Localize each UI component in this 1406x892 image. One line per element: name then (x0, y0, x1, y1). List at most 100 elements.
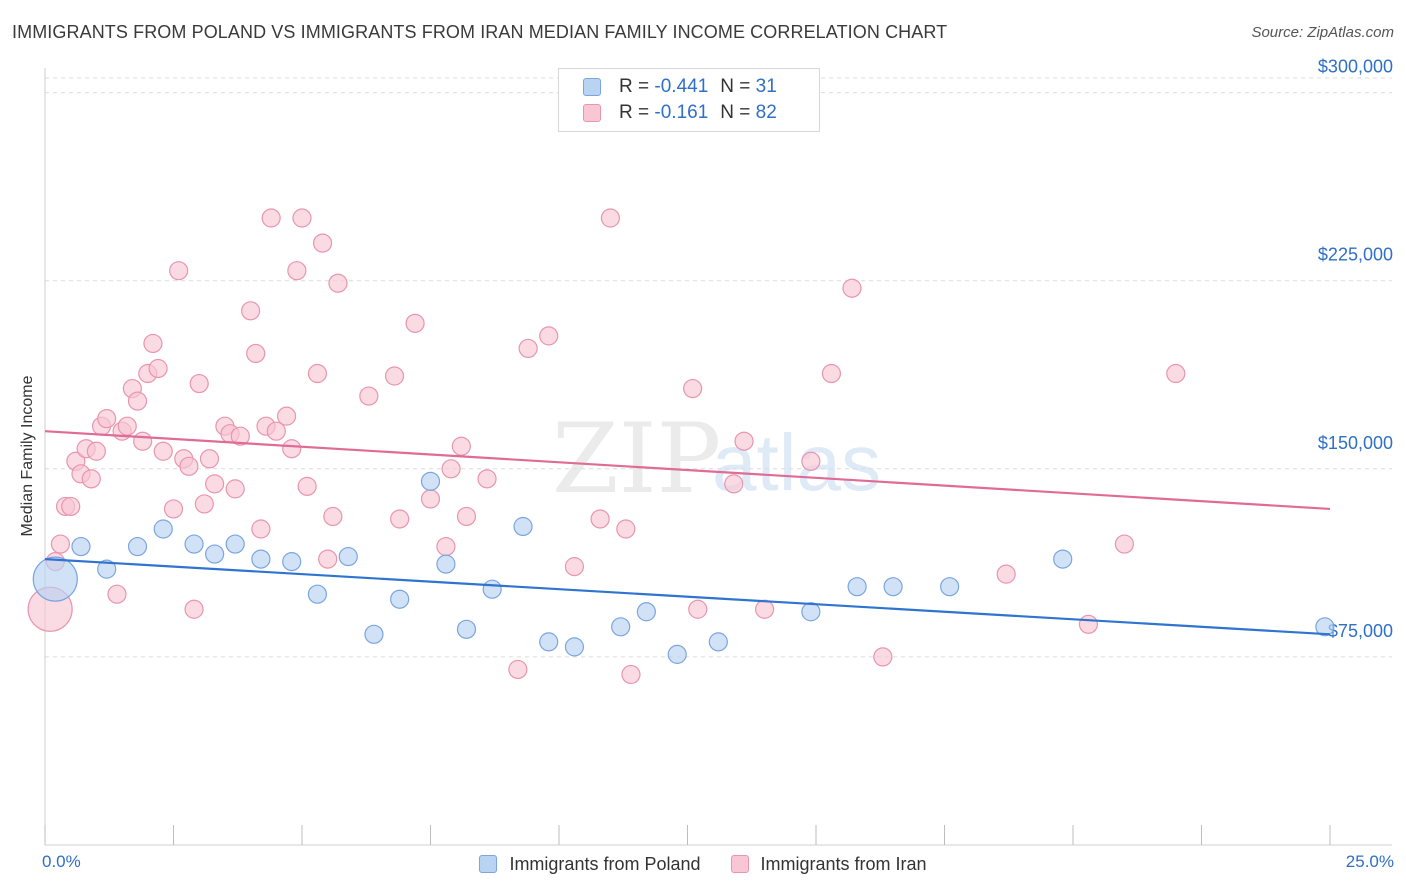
iran-point (205, 474, 225, 494)
iran-point (359, 386, 379, 406)
poland-point (205, 544, 225, 564)
iran-point (189, 373, 209, 394)
iran-point (621, 664, 641, 685)
iran-point (61, 496, 81, 517)
watermark-atlas: atlas (712, 418, 881, 507)
iran-point (1166, 363, 1186, 384)
legend-item-poland[interactable]: Immigrants from Poland (479, 853, 701, 875)
iran-point (282, 439, 302, 459)
poland-point (32, 556, 78, 602)
iran-point (241, 301, 261, 321)
iran-point (153, 441, 173, 461)
poland-point (482, 579, 502, 599)
poland-point (184, 534, 204, 554)
legend-label-iran: Immigrants from Iran (760, 853, 927, 874)
r-label: R = (619, 76, 650, 97)
iran-point (390, 509, 410, 529)
iran-point (312, 233, 333, 253)
y-tick-label: $225,000 (1318, 245, 1393, 265)
legend-item-iran[interactable]: Immigrants from Iran (730, 853, 927, 875)
poland-point (1053, 549, 1073, 569)
iran-point (261, 208, 281, 228)
poland-point (801, 602, 821, 622)
iran-point (127, 391, 148, 411)
iran-point (297, 476, 317, 496)
iran-point (199, 449, 220, 469)
iran-point (456, 506, 477, 527)
iran-point (821, 363, 842, 384)
watermark-zip: ZIP (552, 403, 721, 515)
legend-swatch-iran (730, 855, 749, 873)
poland-point (564, 637, 585, 657)
iran-point (133, 431, 153, 451)
poland-point (456, 619, 477, 639)
poland-point (847, 577, 867, 597)
iran-point (169, 261, 189, 281)
iran-point (564, 557, 585, 577)
y-tick-labels: $75,000 $150,000 $225,000 $300,000 (1318, 57, 1393, 641)
iran-point (441, 459, 461, 479)
iran-point (801, 451, 821, 471)
iran-point (688, 599, 708, 619)
iran-point (292, 208, 312, 228)
iran-point (163, 499, 184, 519)
iran-point (246, 343, 266, 364)
poland-point (153, 519, 173, 539)
series-legend: Immigrants from Poland Immigrants from I… (0, 850, 1406, 878)
iran-point (107, 584, 127, 604)
poland-point (71, 536, 91, 557)
y-tick-label: $75,000 (1328, 621, 1393, 641)
legend-swatch-iran (583, 104, 601, 122)
poland-point (436, 554, 456, 574)
iran-point (117, 416, 137, 436)
poland-point (708, 632, 728, 652)
series-iran (27, 208, 1186, 685)
iran-point (405, 313, 425, 333)
iran-point (420, 489, 441, 509)
iran-point (600, 208, 621, 228)
iran-point (225, 479, 245, 499)
correlation-legend: R = -0.441 N = 31 R = -0.161 N = 82 (558, 68, 820, 132)
poland-point (390, 589, 410, 609)
iran-point (590, 509, 610, 529)
iran-point (683, 378, 703, 399)
y-tick-label: $150,000 (1318, 433, 1393, 453)
series-poland (32, 471, 1335, 664)
poland-trend-line (44, 557, 1331, 636)
legend-row-iran: R = -0.161 N = 82 (583, 100, 777, 126)
legend-swatch-poland (479, 855, 498, 873)
iran-point (477, 469, 497, 489)
iran-point (518, 338, 538, 359)
iran-point (287, 261, 307, 281)
iran-point (179, 456, 199, 476)
legend-label-poland: Immigrants from Poland (509, 853, 701, 874)
iran-point (436, 536, 456, 557)
iran-point (143, 333, 163, 354)
iran-point (539, 326, 559, 346)
axes (44, 68, 1392, 846)
iran-point (97, 409, 117, 429)
poland-point (611, 617, 631, 637)
iran-point (754, 599, 775, 619)
poland-point (940, 577, 960, 597)
x-tick-label-min: 0.0% (42, 852, 81, 871)
iran-point (81, 469, 101, 489)
poland-point (282, 552, 302, 572)
iran-point (996, 564, 1016, 584)
y-tick-label: $300,000 (1318, 57, 1393, 77)
poland-point (307, 584, 328, 604)
iran-point (230, 426, 250, 446)
poland-point (1315, 617, 1335, 637)
iran-point (1078, 614, 1099, 634)
iran-point (266, 421, 286, 441)
r-value-poland: -0.441 (654, 76, 709, 97)
r-value-iran: -0.161 (654, 102, 709, 123)
poland-point (127, 536, 148, 557)
n-value-iran: 82 (755, 102, 777, 123)
n-label: N = (720, 76, 751, 97)
iran-point (194, 494, 214, 514)
n-value-poland: 31 (755, 76, 777, 97)
poland-point (636, 602, 656, 622)
poland-point (225, 534, 245, 554)
